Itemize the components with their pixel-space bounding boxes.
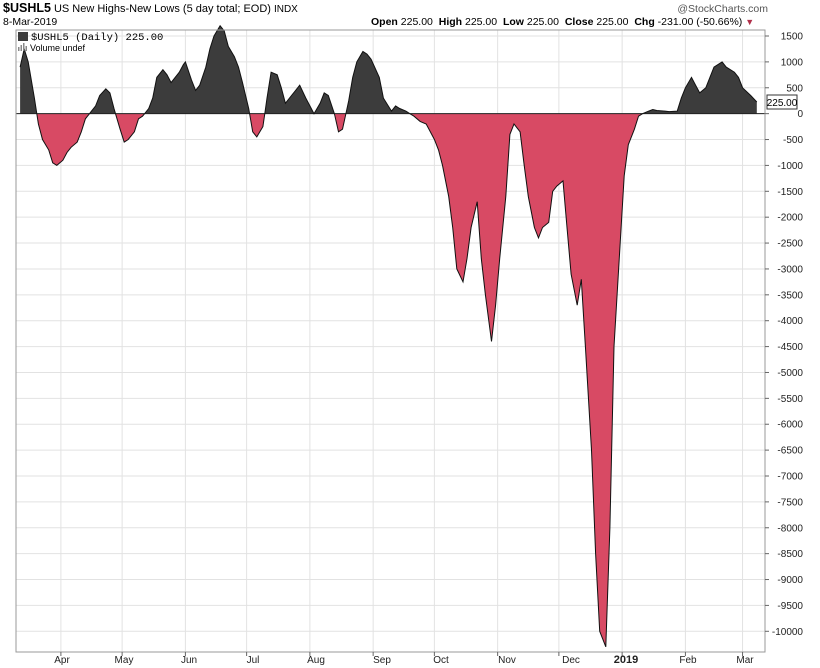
y-tick-label: 1000: [781, 57, 804, 68]
y-tick-label: 0: [797, 109, 803, 120]
y-tick-label: -8500: [777, 549, 803, 560]
x-tick-label: May: [115, 655, 134, 666]
series-line: [16, 24, 765, 647]
y-tick-label: -500: [783, 135, 803, 146]
y-tick-label: -4000: [777, 316, 803, 327]
negative-area: [20, 113, 757, 647]
low-label: Low: [502, 16, 524, 28]
close-value: 225.00: [596, 16, 629, 28]
chart-date: 8-Mar-2019: [3, 16, 58, 28]
plot-frame: [15, 29, 766, 653]
area-fills: [20, 25, 757, 647]
y-tick-label: -4500: [777, 342, 803, 353]
x-tick-label: Dec: [562, 655, 580, 666]
y-tick-label: -6500: [777, 446, 803, 457]
y-tick-label: 500: [786, 83, 803, 94]
x-tick-label: 2019: [614, 654, 638, 666]
y-tick-label: -8000: [777, 523, 803, 534]
x-tick-label: Jul: [247, 655, 260, 666]
last-value-marker: 225.00: [766, 94, 798, 110]
high-label: High: [438, 16, 463, 28]
symbol-title: $USHL5: [3, 1, 51, 15]
positive-area: [20, 25, 757, 114]
x-tick-label: Mar: [736, 655, 754, 666]
y-tick-label: -7000: [777, 472, 803, 483]
axes: 1500 1000 500 0 -500 -1000 -1500 -2000 -2500 -300…: [15, 29, 804, 666]
y-tick-label: -10000: [772, 627, 804, 638]
exchange-label: INDX: [273, 4, 298, 15]
stockcharts-watermark: @StockCharts.com: [677, 3, 768, 15]
legend-swatch: [18, 32, 28, 41]
y-tick-label: -9000: [777, 575, 803, 586]
x-tick-label: Nov: [498, 655, 516, 666]
y-tick-label: -1500: [777, 187, 803, 198]
y-tick-label: -7500: [777, 497, 803, 508]
close-label: Close: [564, 16, 594, 28]
y-tick-label: -1000: [777, 161, 803, 172]
low-value: 225.00: [526, 16, 559, 28]
grid-lines: [16, 30, 765, 652]
legend-volume-label: Volume undef: [30, 43, 86, 53]
x-tick-label: Apr: [54, 655, 70, 666]
chg-value: -231.00 (-50.66%): [657, 16, 743, 28]
last-value-box: [766, 94, 798, 110]
ohlc-readout: Open 225.00 High 225.00 Low 225.00 Close…: [371, 16, 754, 28]
x-tick-label: Sep: [373, 655, 391, 666]
y-tick-label: -6000: [777, 420, 803, 431]
y-tick-label: 1500: [781, 32, 804, 43]
y-tick-label: -3000: [777, 264, 803, 275]
y-tick-label: -9500: [777, 601, 803, 612]
y-tick-label: -5500: [777, 394, 803, 405]
y-tick-label: -2000: [777, 213, 803, 224]
y-tick-label: -3500: [777, 290, 803, 301]
open-label: Open: [371, 16, 398, 28]
x-tick-label: Aug: [307, 655, 325, 666]
x-tick-label: Oct: [433, 655, 449, 666]
open-value: 225.00: [400, 16, 433, 28]
down-arrow-icon: ▼: [745, 17, 755, 27]
x-tick-label: Jun: [181, 655, 197, 666]
chart-legend: $USHL5 (Daily) 225.00 Volume undef: [18, 32, 163, 53]
volume-icon: [18, 43, 27, 51]
x-tick-label: Feb: [679, 655, 697, 666]
chart-header: $USHL5 US New Highs-New Lows (5 day total…: [3, 1, 298, 15]
legend-series-label: $USHL5 (Daily) 225.00: [31, 32, 163, 44]
high-value: 225.00: [464, 16, 498, 28]
symbol-name: US New Highs-New Lows (5 day total; EOD): [53, 3, 271, 15]
chg-label: Chg: [634, 16, 655, 28]
y-tick-label: -2500: [777, 239, 803, 250]
last-value-label: 225.00: [767, 98, 798, 109]
series-outline: [19, 24, 758, 647]
y-tick-label: -5000: [777, 368, 803, 379]
